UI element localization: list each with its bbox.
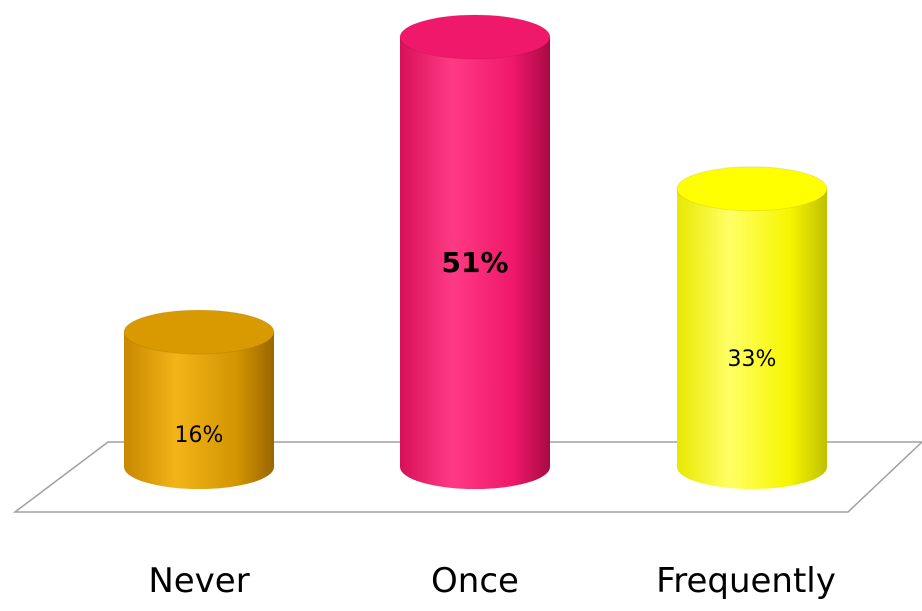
data-label: 33% <box>728 347 777 372</box>
data-label: 16% <box>175 423 224 448</box>
bar-top-cap <box>676 166 828 212</box>
data-label: 51% <box>441 246 508 279</box>
bar-once: 51% <box>399 14 551 489</box>
category-label: Frequently <box>656 561 836 601</box>
category-labels: Never Once Frequently <box>148 561 836 601</box>
category-label: Never <box>148 561 249 601</box>
category-label: Once <box>431 561 519 601</box>
bar-never: 16% <box>123 309 275 489</box>
bar-body <box>400 37 550 489</box>
bar-top-cap <box>123 309 275 355</box>
bars-group: 16% 51% 33% <box>123 14 828 489</box>
bar-frequently: 33% <box>676 166 828 489</box>
bar-top-cap <box>399 14 551 60</box>
bar-body <box>677 188 827 489</box>
bar-body <box>124 332 274 489</box>
